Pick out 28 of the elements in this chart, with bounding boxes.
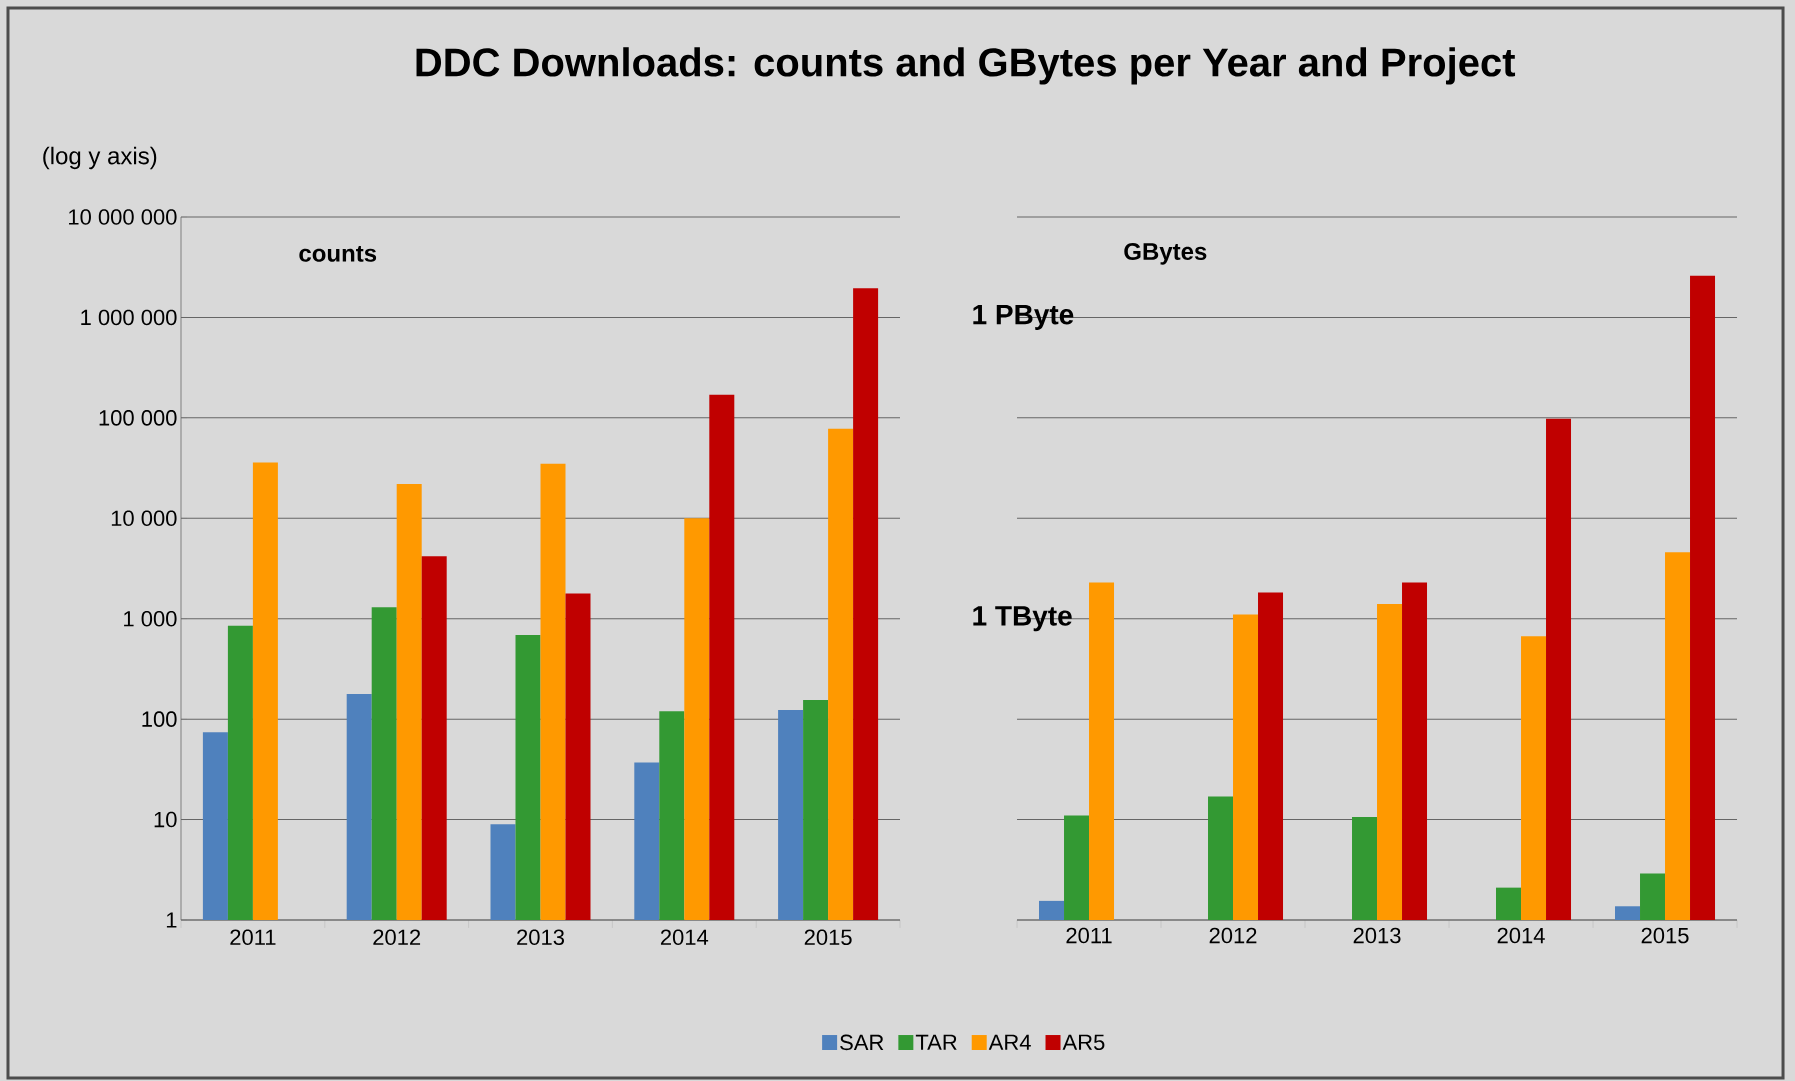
legend-label: AR4 <box>988 1034 1031 1050</box>
x-tick-label: 2015 <box>804 929 852 946</box>
y-tick-label: 1 000 <box>124 610 177 627</box>
x-tick-label: 2011 <box>230 929 276 946</box>
legend-label: TAR <box>915 1034 957 1050</box>
text: GBytes <box>1124 243 1207 265</box>
legend-label: SAR <box>840 1034 884 1051</box>
text: counts <box>299 245 377 262</box>
y-tick-label: 100 <box>142 711 177 727</box>
y-tick-label: 1 <box>166 912 177 928</box>
y-tick-label: 10 <box>154 811 177 828</box>
annotation: 1 PByte <box>973 304 1074 330</box>
x-tick-label: 2014 <box>1497 927 1545 944</box>
text: DDC Downloads: counts and GBytes per Year and Project <box>416 47 1516 85</box>
x-tick-label: 2014 <box>660 929 709 946</box>
x-tick-label: 2012 <box>1209 927 1257 944</box>
x-tick-label: 2015 <box>1641 927 1689 944</box>
y-axis-title: (log y axis) <box>43 146 157 170</box>
legend-label: AR5 <box>1062 1034 1105 1051</box>
y-tick-label: 1 000 000 <box>81 309 177 326</box>
y-tick-label: 10 000 <box>111 510 177 527</box>
x-tick-label: 2013 <box>517 929 564 946</box>
x-tick-label: 2011 <box>1066 927 1112 944</box>
x-tick-label: 2012 <box>373 929 421 946</box>
y-tick-label: 10 000 000 <box>69 209 177 225</box>
x-tick-label: 2013 <box>1353 927 1401 944</box>
y-tick-label: 100 000 <box>99 410 177 426</box>
annotation: 1 TByte <box>973 606 1072 632</box>
